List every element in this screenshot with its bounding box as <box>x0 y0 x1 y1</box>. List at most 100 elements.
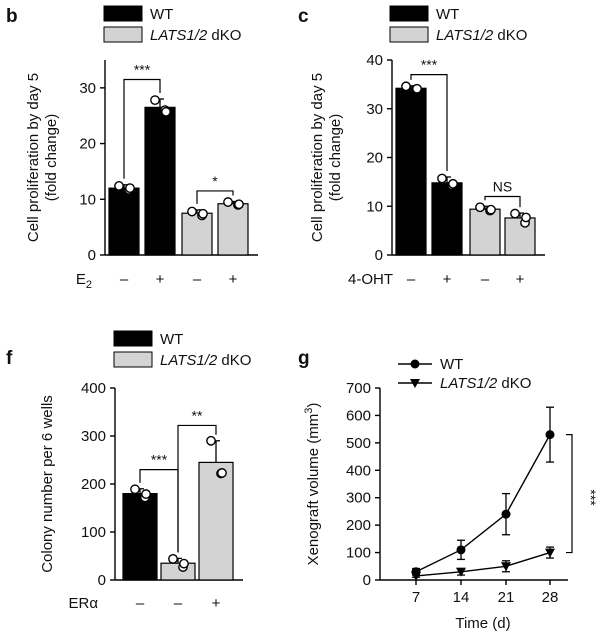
panel-b-bar <box>181 212 213 256</box>
panel-c-bar <box>395 87 427 256</box>
panel-c-condition-value: + <box>443 271 452 288</box>
panel-letter-g: g <box>298 348 310 369</box>
panel-b-data-point <box>187 206 197 217</box>
panel-g-point-wt <box>456 545 466 555</box>
panel-c-condition-value: + <box>516 271 525 288</box>
panel-b-significance-bracket <box>123 78 161 179</box>
panel-f-ytick-label: 400 <box>81 380 106 397</box>
panel-c-condition-value: – <box>481 271 490 288</box>
panel-g-legend-label-dko: LATS1/2 dKO <box>440 375 531 392</box>
panel-g-xtick-label: 7 <box>412 589 420 606</box>
panel-g-ytick-label: 200 <box>346 517 371 534</box>
panel-c-data-point <box>475 202 485 213</box>
panel-g-significance-label: *** <box>583 489 599 506</box>
panel-b-ytick-label: 10 <box>79 191 96 208</box>
panel-b-legend-swatch-wt <box>103 5 143 22</box>
panel-f-data-point <box>206 435 216 446</box>
panel-b-significance-label: * <box>212 173 218 189</box>
panel-c-significance-label: *** <box>421 57 438 73</box>
panel-b-chart: 0 10 20 30 Cell proliferation by day 5 (fold … <box>25 5 258 291</box>
panel-g-point-wt <box>545 430 555 440</box>
panel-f-ytick-label: 100 <box>81 524 106 541</box>
panel-f-condition-value: – <box>136 595 145 612</box>
panel-f-legend-swatch-wt <box>113 330 153 347</box>
panel-c-legend-swatch-wt <box>389 5 429 22</box>
panel-c-condition-label: 4-OHT <box>348 271 393 288</box>
panel-c-data-point <box>412 83 422 94</box>
panel-g-xtick-label: 21 <box>498 589 515 606</box>
panel-g-point-dko <box>456 567 466 577</box>
panel-f-condition-label: ERα <box>68 595 98 612</box>
panel-f-bar <box>160 562 196 581</box>
panel-c-significance-bracket <box>410 74 448 171</box>
panel-g-series-line <box>415 434 551 573</box>
panel-f-ytick-label: 0 <box>98 572 106 589</box>
panel-letter-f: f <box>6 348 13 369</box>
panel-g-ytick-label: 100 <box>346 545 371 562</box>
panel-f-condition-value: + <box>212 595 221 612</box>
panel-c-data-point <box>448 178 458 189</box>
panel-b-significance-label: *** <box>134 62 151 78</box>
panel-b-condition-value: – <box>120 271 129 288</box>
panel-f-significance-bracket <box>177 424 217 553</box>
panel-c-ytick-label: 0 <box>375 247 383 264</box>
panel-f-data-point <box>130 484 140 495</box>
panel-g-point-dko <box>501 562 511 572</box>
panel-c-bar <box>431 182 463 256</box>
panel-c-data-point <box>486 204 496 215</box>
panel-g-ylabel: Xenograft volume (mm3) <box>303 403 322 566</box>
panel-g-chart: 0 100 200 300 400 500 600 700 7 14 21 28 Time (d) Xen… <box>303 356 599 632</box>
panel-g-xtick-label: 14 <box>453 589 470 606</box>
panel-c-data-point <box>401 81 411 92</box>
panel-b-ytick-label: 30 <box>79 80 96 97</box>
panel-b-data-point <box>125 183 135 194</box>
panel-g-series-line <box>415 551 551 577</box>
panel-f-significance-label: *** <box>151 452 168 468</box>
panel-letter-b: b <box>6 6 18 27</box>
panel-f-chart: 0 100 200 300 400 Colony number per 6 wells – –… <box>39 330 251 612</box>
panel-f-condition-value: – <box>174 595 183 612</box>
panel-g-legend-marker-wt <box>410 359 420 369</box>
panel-f-data-point <box>168 553 178 564</box>
panel-c-legend-label-wt: WT <box>436 6 459 23</box>
panel-c-ytick-label: 40 <box>366 52 383 69</box>
panel-g-ytick-label: 300 <box>346 490 371 507</box>
panel-c-bar <box>469 208 501 256</box>
panel-b-bar <box>217 203 249 256</box>
panel-f-bar <box>198 461 234 581</box>
panel-b-ylabel-2: (fold change) <box>43 114 60 202</box>
panel-f-data-point <box>179 558 189 569</box>
panel-b-legend-label-dko: LATS1/2 dKO <box>150 27 241 44</box>
panel-letter-c: c <box>298 6 309 27</box>
panel-g-ytick-label: 0 <box>363 572 371 589</box>
panel-b-condition-value: – <box>193 271 202 288</box>
panel-b-bar <box>144 106 176 256</box>
panel-c-ylabel-2: (fold change) <box>327 114 344 202</box>
panel-f-legend-label-dko: LATS1/2 dKO <box>160 352 251 369</box>
panel-f-ylabel: Colony number per 6 wells <box>39 395 56 573</box>
panel-f-data-point <box>217 468 227 478</box>
panel-f-ytick-label: 200 <box>81 476 106 493</box>
panel-f-ytick-label: 300 <box>81 428 106 445</box>
panel-c-data-point <box>437 173 447 184</box>
panel-c-ytick-label: 30 <box>366 101 383 118</box>
panel-g-legend-label-wt: WT <box>440 356 463 373</box>
panel-c-condition-value: – <box>407 271 416 288</box>
panel-g-xtick-label: 28 <box>542 589 559 606</box>
panel-g-ytick-label: 600 <box>346 407 371 424</box>
panel-c-ytick-label: 10 <box>366 198 383 215</box>
panel-g-ytick-label: 500 <box>346 435 371 452</box>
panel-g-xlabel: Time (d) <box>455 615 510 632</box>
panel-f-data-point <box>141 489 151 499</box>
panel-b-data-point <box>234 199 244 210</box>
panel-b-data-point <box>161 106 171 117</box>
panel-b-bar <box>108 187 140 256</box>
panel-b-ylabel: Cell proliferation by day 5 <box>25 73 42 242</box>
panel-b-data-point <box>150 95 160 106</box>
panel-b-condition-value: + <box>156 271 165 288</box>
panel-c-data-point <box>521 212 531 223</box>
panel-b-data-point <box>223 197 233 207</box>
panel-b-data-point <box>198 208 208 219</box>
panel-g-legend-marker-dko <box>410 379 420 388</box>
